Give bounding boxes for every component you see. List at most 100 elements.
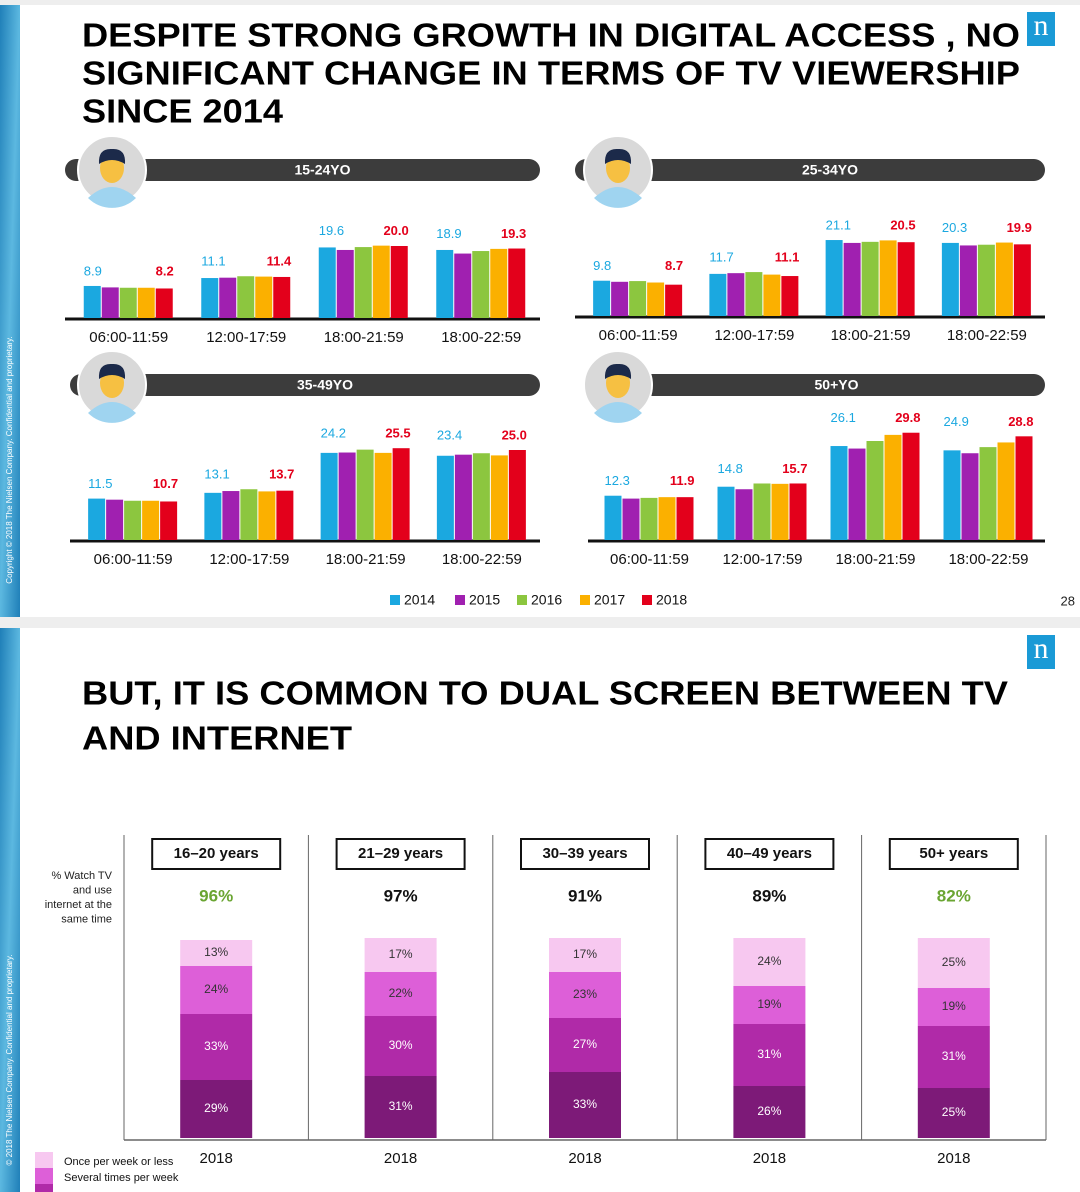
x-tick-label: 18:00-21:59 (326, 551, 406, 568)
bar-segment (364, 972, 437, 1016)
x-label: 2018 (384, 1150, 417, 1167)
bar (508, 248, 526, 318)
bar (771, 483, 789, 540)
avatar-body (88, 187, 136, 208)
bar-segment (733, 1024, 806, 1086)
bar (88, 498, 106, 540)
bar (866, 441, 884, 540)
bar (356, 449, 374, 540)
value-label: 22% (389, 986, 413, 1000)
x-tick-label: 18:00-21:59 (835, 551, 915, 568)
value-label: 19.3 (501, 226, 526, 241)
value-label: 28.8 (1008, 414, 1033, 429)
bar (843, 242, 861, 316)
bar (454, 454, 472, 540)
value-label: 25.0 (502, 427, 527, 442)
bar-segment (364, 1016, 437, 1076)
panel-header (70, 374, 540, 396)
x-label: 2018 (937, 1150, 970, 1167)
bar (884, 434, 902, 540)
x-tick-label: 18:00-22:59 (947, 327, 1027, 344)
slide-title: SINCE 2014 (82, 93, 284, 130)
row-label: same time (61, 913, 112, 925)
avatar-body (594, 402, 642, 423)
value-label: 8.7 (665, 258, 683, 273)
total-label: 82% (937, 886, 971, 905)
bar (106, 499, 124, 540)
bar (390, 246, 408, 318)
value-label: 13% (204, 945, 228, 959)
bar (222, 491, 240, 540)
value-label: 31% (389, 1099, 413, 1113)
legend-swatch (642, 595, 652, 605)
bar (1013, 244, 1031, 316)
avatar-hair (604, 148, 632, 164)
panel-header (575, 159, 1045, 181)
bar (753, 483, 771, 540)
bar-segment (549, 972, 621, 1018)
value-label: 15.7 (782, 461, 807, 476)
bar (490, 248, 508, 318)
value-label: 24.2 (321, 426, 346, 441)
value-label: 14.8 (718, 461, 743, 476)
value-label: 18.9 (436, 226, 461, 241)
bar (879, 240, 897, 316)
bar (943, 450, 961, 540)
value-label: 23.4 (437, 427, 462, 442)
bar (727, 273, 745, 316)
value-label: 13.7 (269, 467, 294, 482)
avatar-body (88, 402, 136, 423)
legend-swatch (455, 595, 465, 605)
bar (372, 245, 390, 318)
bar (219, 277, 237, 318)
bar (472, 453, 490, 540)
bar (995, 242, 1013, 316)
bar (137, 287, 155, 318)
bar (508, 450, 526, 540)
logo-box (1027, 635, 1055, 669)
panel-header (65, 159, 540, 181)
x-tick-label: 12:00-17:59 (714, 327, 794, 344)
bar (959, 245, 977, 316)
row-label: % Watch TV (51, 870, 112, 882)
bar (709, 273, 727, 316)
x-label: 2018 (568, 1150, 601, 1167)
x-tick-label: 06:00-11:59 (94, 551, 173, 568)
category-label: 50+ years (919, 845, 988, 862)
bar-segment (364, 1076, 437, 1138)
x-tick-label: 18:00-21:59 (831, 327, 911, 344)
value-label: 11.7 (709, 250, 733, 265)
bar (124, 500, 142, 540)
bar-segment (917, 938, 990, 988)
slide-title: AND INTERNET (82, 720, 352, 757)
category-label: 21–29 years (358, 845, 443, 862)
value-label: 26% (757, 1104, 781, 1118)
value-label: 11.4 (267, 254, 292, 269)
bar (665, 284, 683, 316)
value-label: 20.3 (942, 220, 967, 235)
bar (204, 492, 222, 540)
bar-segment (549, 1072, 621, 1138)
bar (781, 276, 799, 316)
bar (160, 501, 178, 540)
value-label: 8.2 (156, 263, 174, 278)
bar (258, 491, 276, 540)
bar (640, 497, 658, 540)
bar (101, 287, 119, 318)
bar (142, 500, 160, 540)
value-label: 27% (573, 1037, 597, 1051)
x-label: 2018 (200, 1150, 233, 1167)
bar-segment (180, 1014, 253, 1080)
bar-segment (917, 988, 990, 1026)
bar (155, 288, 173, 318)
value-label: 13.1 (204, 467, 229, 482)
value-label: 10.7 (153, 476, 178, 491)
bar (977, 244, 995, 316)
bar (997, 442, 1015, 540)
row-label: and use (73, 884, 112, 896)
slide-title: BUT, IT IS COMMON TO DUAL SCREEN BETWEEN… (82, 675, 1008, 712)
value-label: 12.3 (605, 473, 630, 488)
side-strip (0, 0, 20, 617)
value-label: 25% (942, 955, 966, 969)
